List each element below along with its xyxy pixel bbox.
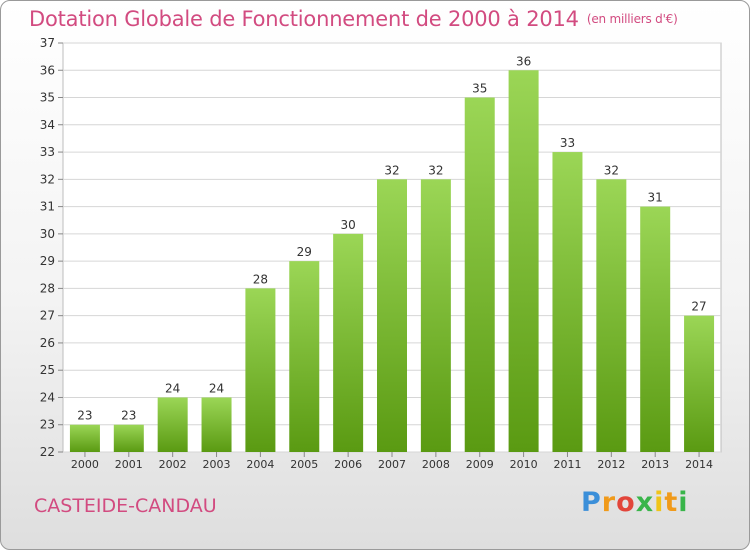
bar-value-label: 27 [691, 300, 706, 314]
bar-value-label: 31 [648, 191, 663, 205]
bar [201, 397, 232, 452]
y-tick-label: 30 [40, 227, 55, 241]
bar-value-label: 30 [340, 218, 355, 232]
bar [157, 397, 188, 452]
bar [245, 288, 276, 452]
y-tick-label: 26 [40, 336, 55, 350]
x-tick-label: 2008 [422, 458, 450, 471]
y-tick-label: 36 [40, 63, 55, 77]
y-tick-label: 24 [40, 390, 55, 404]
x-tick-label: 2000 [71, 458, 99, 471]
y-tick-label: 34 [40, 118, 55, 132]
bar-value-label: 33 [560, 136, 575, 150]
bar [552, 152, 583, 453]
bars [69, 70, 715, 453]
bar [69, 424, 100, 452]
x-tick-label: 2003 [203, 458, 231, 471]
y-tick-label: 32 [40, 172, 55, 186]
chart-title-text: Dotation Globale de Fonctionnement de 20… [29, 7, 579, 31]
bar [640, 206, 671, 452]
x-tick-label: 2005 [290, 458, 318, 471]
commune-name: CASTEIDE-CANDAU [34, 495, 217, 517]
bar-value-label: 32 [428, 163, 443, 177]
x-tick-label: 2010 [510, 458, 538, 471]
bar [508, 70, 539, 453]
bar-value-label: 23 [121, 409, 136, 423]
chart-unit: (en milliers d'€) [586, 12, 678, 26]
bar-value-label: 36 [516, 54, 531, 68]
data-labels: 23 23 24 24 28 29 30 32 32 35 36 33 32 31 27 [77, 54, 706, 422]
x-tick-label: 2009 [466, 458, 494, 471]
bar-value-label: 35 [472, 82, 487, 96]
x-axis-ticks: 2000 2001 2002 2003 2004 2005 2006 2007 2008 2009… [71, 452, 713, 471]
x-tick-label: 2014 [685, 458, 713, 471]
x-tick-label: 2002 [159, 458, 187, 471]
bar [113, 424, 144, 452]
bar [289, 261, 320, 452]
y-tick-label: 37 [40, 36, 55, 50]
bar [596, 179, 627, 453]
y-tick-label: 28 [40, 281, 55, 295]
x-tick-label: 2004 [246, 458, 274, 471]
y-tick-label: 27 [40, 309, 55, 323]
x-tick-label: 2001 [115, 458, 143, 471]
y-tick-label: 25 [40, 363, 55, 377]
x-tick-label: 2011 [553, 458, 581, 471]
bar-value-label: 32 [384, 163, 399, 177]
y-tick-label: 35 [40, 91, 55, 105]
x-tick-label: 2012 [597, 458, 625, 471]
bar-value-label: 24 [209, 381, 224, 395]
bar [420, 179, 451, 453]
bar-value-label: 24 [165, 381, 180, 395]
x-tick-label: 2013 [641, 458, 669, 471]
bar [464, 97, 495, 453]
bar [377, 179, 407, 453]
y-tick-label: 29 [40, 254, 55, 268]
y-tick-label: 31 [40, 200, 55, 214]
proxiti-logo: Proxiti [581, 487, 689, 518]
y-tick-label: 22 [40, 445, 55, 459]
bar-value-label: 23 [77, 409, 92, 423]
y-tick-label: 23 [40, 418, 55, 432]
bar [684, 315, 715, 452]
bar-value-label: 32 [604, 163, 619, 177]
bar-value-label: 29 [297, 245, 312, 259]
y-tick-label: 33 [40, 145, 55, 159]
chart-title: Dotation Globale de Fonctionnement de 20… [29, 7, 678, 31]
bar-value-label: 28 [253, 272, 268, 286]
x-tick-label: 2006 [334, 458, 362, 471]
x-tick-label: 2007 [378, 458, 406, 471]
y-axis-ticks: 22 23 24 25 26 27 28 29 30 31 32 33 34 35 36 37 [40, 36, 63, 459]
bar [333, 233, 364, 452]
